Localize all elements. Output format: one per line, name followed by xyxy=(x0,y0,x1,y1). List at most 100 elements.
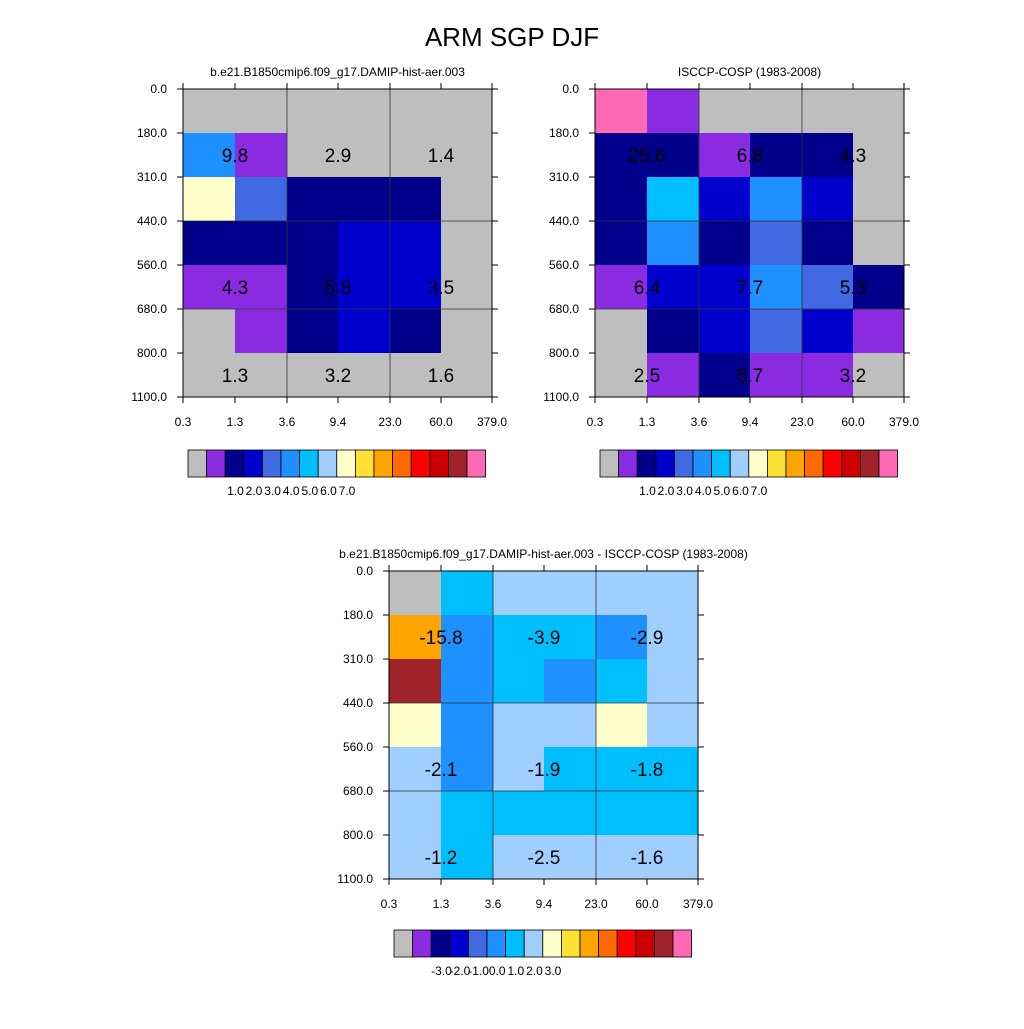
heatmap-cell xyxy=(389,835,441,879)
colorbar-label: 3.0 xyxy=(264,484,281,498)
colorbar-label: 6.0 xyxy=(732,484,749,498)
heatmap-cell xyxy=(493,571,544,615)
y-tick-label: 800.0 xyxy=(137,346,167,360)
cell-value-label: 5.8 xyxy=(325,278,351,299)
heatmap-cell xyxy=(699,177,750,221)
colorbar-label: 2.0 xyxy=(526,964,543,978)
colorbar-label: 0.0 xyxy=(489,964,506,978)
heatmap-cell xyxy=(853,133,904,177)
colorbar-swatch xyxy=(336,449,356,478)
heatmap-cell xyxy=(441,571,493,615)
cell-value-label: 3.2 xyxy=(840,366,866,387)
panels-group: b.e21.B1850cmip6.f09_g17.DAMIP-hist-aer.… xyxy=(131,65,919,978)
heatmap-cell xyxy=(389,747,441,791)
colorbar-swatch xyxy=(616,929,637,958)
cell-value-label: -1.6 xyxy=(631,848,664,869)
heatmap-cell xyxy=(441,133,492,177)
cell-value-label: 3.5 xyxy=(428,278,454,299)
y-tick-label: 180.0 xyxy=(137,126,167,140)
heatmap-cell xyxy=(544,791,596,835)
colorbar-label: 4.0 xyxy=(695,484,712,498)
x-tick-label: 379.0 xyxy=(477,415,507,429)
colorbar-swatch xyxy=(635,929,655,958)
heatmap-cell xyxy=(390,133,441,177)
cell-value-label: 1.4 xyxy=(428,146,455,167)
heatmap-cell xyxy=(287,177,338,221)
colorbar-label: 5.0 xyxy=(713,484,730,498)
heatmap-cell xyxy=(647,89,699,133)
cell-value-label: 9.8 xyxy=(222,146,248,167)
heatmap-cell xyxy=(235,89,287,133)
heatmap-cell xyxy=(544,659,596,703)
heatmap-cell xyxy=(390,221,441,265)
y-tick-label: 1100.0 xyxy=(131,390,167,404)
heatmap-cell xyxy=(493,791,544,835)
heatmap-cell xyxy=(595,353,647,397)
colorbar-swatch xyxy=(674,449,694,478)
colorbar-label: 1.0 xyxy=(507,964,524,978)
cell-value-label: 2.9 xyxy=(325,146,351,167)
colorbar-label: 2.0 xyxy=(246,484,263,498)
cell-value-label: -2.1 xyxy=(425,760,458,781)
x-tick-label: 379.0 xyxy=(683,897,713,911)
heatmap-cell xyxy=(647,835,698,879)
heatmap-cell xyxy=(595,177,647,221)
heatmap-cell xyxy=(699,353,750,397)
heatmap-cell xyxy=(441,659,493,703)
cell-value-label: -1.8 xyxy=(631,760,664,781)
heatmap-cell xyxy=(338,177,390,221)
heatmap-cell xyxy=(750,309,802,353)
heatmap-cell xyxy=(390,177,441,221)
colorbar-swatch xyxy=(261,449,282,478)
heatmap-cell xyxy=(750,89,802,133)
cell-value-label: 3.2 xyxy=(325,366,351,387)
heatmap-panel: b.e21.B1850cmip6.f09_g17.DAMIP-hist-aer.… xyxy=(131,65,507,498)
heatmap-panel: ISCCP-COSP (1983-2008) 0.0 180.0 310.0 440.0… xyxy=(543,65,919,498)
heatmap-cell xyxy=(699,89,750,133)
heatmap-cell xyxy=(750,353,802,397)
x-tick-label: 60.0 xyxy=(429,415,453,429)
heatmap-cell xyxy=(338,89,390,133)
heatmap-cell xyxy=(595,221,647,265)
heatmap-cell xyxy=(699,265,750,309)
heatmap-cell xyxy=(390,353,441,397)
figure-title: ARM SGP DJF xyxy=(425,22,599,52)
heatmap-cell xyxy=(287,221,338,265)
heatmap-cell xyxy=(493,615,544,659)
heatmap-cell xyxy=(647,353,699,397)
colorbar-swatch xyxy=(243,449,263,478)
heatmap-cell xyxy=(493,835,544,879)
heatmap-cell xyxy=(647,571,698,615)
colorbar-swatch xyxy=(878,449,899,478)
heatmap-cell xyxy=(544,703,596,747)
heatmap-cell xyxy=(441,703,493,747)
heatmap-cell xyxy=(595,309,647,353)
heatmap-cell xyxy=(183,353,235,397)
colorbar-swatch xyxy=(206,449,226,478)
x-tick-label: 1.3 xyxy=(639,415,656,429)
cell-value-label: -1.2 xyxy=(425,848,458,869)
heatmap-cell xyxy=(596,835,647,879)
colorbar-label: -3.0 xyxy=(431,964,452,978)
x-tick-label: 23.0 xyxy=(790,415,814,429)
colorbar-swatch xyxy=(280,449,301,478)
heatmap-cell xyxy=(647,177,699,221)
heatmap-cell xyxy=(441,747,493,791)
heatmap-cell xyxy=(750,133,802,177)
cell-value-label: -15.8 xyxy=(419,628,462,649)
colorbar-swatch xyxy=(523,929,544,958)
heatmap-cell xyxy=(493,659,544,703)
heatmap-cell xyxy=(235,221,287,265)
cell-value-label: 5.3 xyxy=(840,278,866,299)
colorbar-label: 1.0 xyxy=(639,484,656,498)
colorbar-label: 5.0 xyxy=(301,484,318,498)
y-tick-label: 680.0 xyxy=(343,784,373,798)
heatmap-cell xyxy=(750,177,802,221)
x-tick-label: 23.0 xyxy=(584,897,608,911)
colorbar-swatch xyxy=(466,449,487,478)
x-tick-label: 9.4 xyxy=(536,897,553,911)
y-tick-label: 1100.0 xyxy=(337,872,373,886)
heatmap-cell xyxy=(802,133,853,177)
heatmap-cell xyxy=(183,89,235,133)
x-tick-label: 0.3 xyxy=(587,415,604,429)
